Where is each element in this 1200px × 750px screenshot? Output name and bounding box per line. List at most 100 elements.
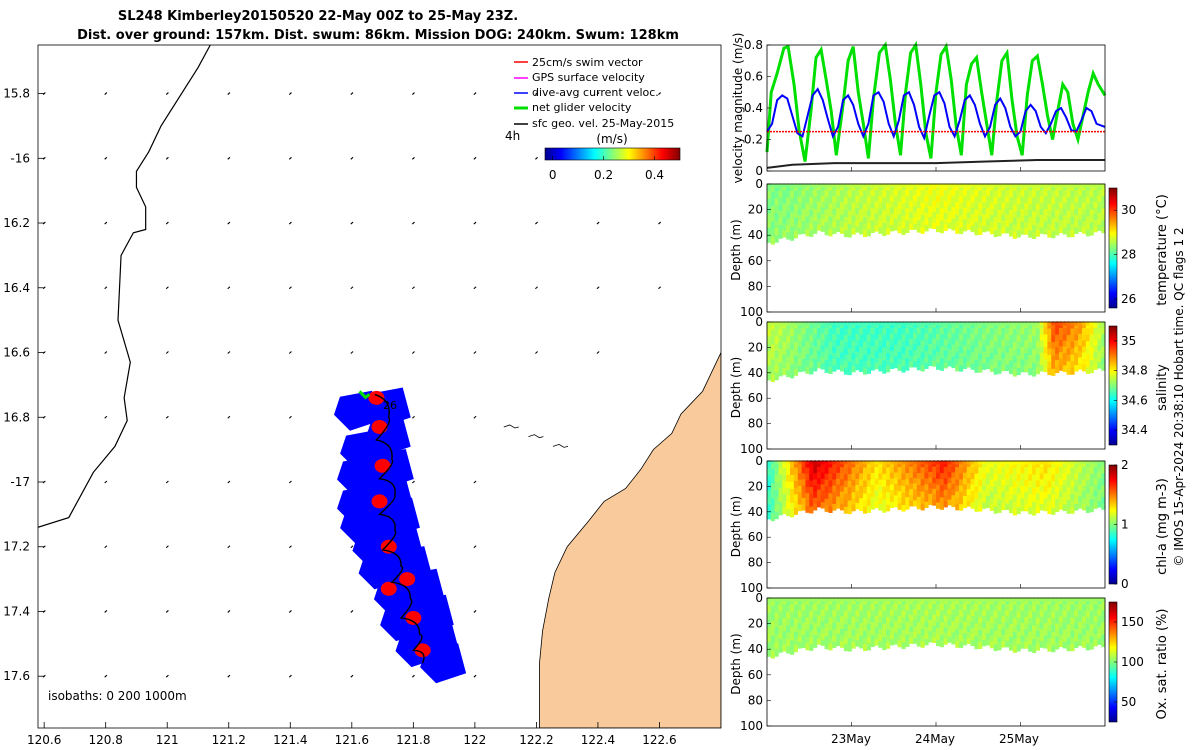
profile-cell [978, 215, 983, 223]
profile-cell [797, 227, 802, 235]
geo-vel-arrow [227, 480, 231, 484]
profile-cell [912, 361, 918, 368]
profile-cell [928, 332, 933, 339]
profile-cell [886, 328, 891, 335]
profile-cell [989, 491, 994, 499]
profile-cell [790, 467, 795, 476]
profile-cell [1089, 610, 1094, 618]
profile-cell [870, 622, 875, 629]
profile-cell [1047, 197, 1052, 205]
profile-cell [947, 494, 952, 500]
profile-cell [1085, 617, 1090, 625]
profile-cell [809, 604, 814, 612]
profile-cell [1024, 196, 1029, 204]
profile-cell [801, 202, 806, 210]
profile-cell [855, 333, 860, 341]
surface-sample [947, 597, 952, 602]
profile-cell [970, 213, 975, 221]
profile-cell [993, 604, 998, 612]
profile-cell [1020, 334, 1025, 342]
surface-sample [974, 597, 979, 602]
profile-cell [824, 359, 829, 367]
profile-cell [978, 467, 983, 474]
profile-cell [878, 491, 883, 499]
profile-cell [816, 327, 822, 334]
profile-cell [955, 473, 960, 480]
profile-cell [897, 202, 902, 209]
profile-cell [847, 604, 852, 612]
profile-cell [974, 215, 979, 223]
profile-cell [978, 347, 983, 354]
profile-cell [1024, 504, 1029, 512]
profile-cell [970, 327, 975, 335]
profile-cell [912, 201, 918, 208]
profile-cell [939, 340, 944, 347]
profile-cell [855, 484, 860, 492]
profile-cell [767, 220, 772, 229]
profile-cell [1005, 196, 1010, 203]
profile-cell [1032, 335, 1037, 343]
profile-cell [951, 189, 956, 196]
profile-cell [786, 481, 791, 489]
profile-cell [855, 616, 860, 623]
profile-cell [828, 499, 833, 507]
profile-cell [1078, 207, 1083, 215]
profile-cell [959, 622, 964, 630]
profile-cell [1070, 348, 1075, 356]
geo-vel-arrow [104, 480, 108, 484]
profile-cell [1016, 624, 1021, 632]
profile-cell [839, 358, 845, 366]
profile-cell [816, 189, 822, 196]
profile-cell [782, 230, 787, 238]
profile-cell [1078, 195, 1083, 203]
profile-cell [824, 473, 829, 481]
geo-vel-arrow [165, 221, 169, 225]
profile-cell [916, 490, 921, 498]
profile-cell [855, 220, 860, 227]
profile-cell [1039, 491, 1044, 499]
profile-cell [874, 219, 879, 226]
profile-cell [974, 203, 979, 210]
surface-sample [1008, 597, 1014, 602]
profile-cell [1081, 364, 1087, 372]
profile-cell [912, 620, 918, 627]
profile-cell [866, 229, 871, 237]
profile-cell [982, 345, 987, 353]
profile-cell [824, 340, 829, 348]
profile-cell [1028, 341, 1033, 349]
profile-cell [893, 632, 898, 639]
profile-cell [909, 603, 914, 610]
profile-cell [863, 210, 868, 218]
profile-cell [851, 479, 856, 487]
profile-cell [770, 498, 775, 507]
profile-cell [836, 327, 841, 335]
profile-cell [970, 484, 975, 492]
profile-cell [939, 634, 944, 642]
profile-cell [801, 227, 806, 234]
profile-cell [970, 195, 975, 203]
profile-cell [928, 206, 933, 212]
profile-cell [1078, 472, 1083, 480]
profile-cell [866, 630, 871, 638]
profile-cell [774, 482, 779, 491]
profile-cell [1055, 480, 1060, 487]
map-x-tick-label: 122.6 [642, 733, 676, 747]
surface-sample [1050, 597, 1056, 602]
profile-cell [889, 603, 895, 611]
profile-cell [1047, 611, 1052, 619]
profile-cell [1085, 610, 1090, 618]
profile-cell [993, 190, 998, 198]
profile-cell [1085, 334, 1090, 342]
profile-cell [790, 647, 795, 655]
profile-cell [989, 359, 994, 366]
profile-cell [782, 617, 787, 625]
profile-cell [1012, 467, 1017, 475]
profile-cell [897, 190, 902, 197]
profile-cell [843, 230, 848, 238]
profile-cell [1008, 190, 1014, 198]
speed-colorbar-label: (m/s) [596, 132, 627, 146]
profile-cell [843, 630, 848, 638]
profile-cell [790, 481, 795, 490]
profile-cell [843, 480, 848, 488]
profile-cell [770, 329, 775, 338]
